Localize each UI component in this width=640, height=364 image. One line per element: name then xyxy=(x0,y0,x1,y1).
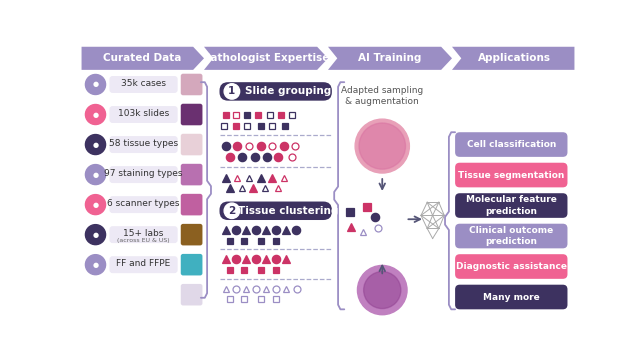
Text: Clinical outcome
prediction: Clinical outcome prediction xyxy=(469,226,554,246)
Text: 6 scanner types: 6 scanner types xyxy=(108,199,180,208)
Text: ●: ● xyxy=(92,202,99,207)
FancyBboxPatch shape xyxy=(180,134,202,155)
Polygon shape xyxy=(328,47,452,70)
Text: Adapted sampling
& augmentation: Adapted sampling & augmentation xyxy=(341,86,424,106)
FancyBboxPatch shape xyxy=(180,224,202,245)
Circle shape xyxy=(85,135,106,155)
Circle shape xyxy=(85,165,106,185)
Text: Curated Data: Curated Data xyxy=(103,53,181,63)
Text: 15+ labs: 15+ labs xyxy=(124,229,164,238)
FancyBboxPatch shape xyxy=(180,74,202,95)
Text: 58 tissue types: 58 tissue types xyxy=(109,139,178,148)
Text: FF and FFPE: FF and FFPE xyxy=(116,260,171,268)
Circle shape xyxy=(85,255,106,275)
Text: Many more: Many more xyxy=(483,293,540,301)
FancyBboxPatch shape xyxy=(180,194,202,215)
FancyBboxPatch shape xyxy=(220,202,332,220)
Text: 97 staining types: 97 staining types xyxy=(104,169,183,178)
Text: AI Training: AI Training xyxy=(358,53,422,63)
FancyBboxPatch shape xyxy=(180,254,202,276)
Circle shape xyxy=(85,75,106,95)
Text: Pathologist Expertise: Pathologist Expertise xyxy=(203,53,329,63)
Text: Tissue segmentation: Tissue segmentation xyxy=(458,171,564,179)
FancyBboxPatch shape xyxy=(180,284,202,305)
Text: ●: ● xyxy=(92,82,99,87)
Text: 2: 2 xyxy=(228,206,236,216)
FancyBboxPatch shape xyxy=(109,256,178,273)
Text: Diagnostic assistance: Diagnostic assistance xyxy=(456,262,567,271)
FancyBboxPatch shape xyxy=(109,136,178,153)
Text: ●: ● xyxy=(92,142,99,147)
Polygon shape xyxy=(204,47,328,70)
Circle shape xyxy=(355,119,410,173)
Text: Slide grouping: Slide grouping xyxy=(245,86,332,96)
FancyBboxPatch shape xyxy=(180,164,202,185)
Circle shape xyxy=(224,203,239,218)
FancyBboxPatch shape xyxy=(455,254,568,279)
Text: Tissue clustering: Tissue clustering xyxy=(238,206,339,216)
Text: (across EU & US): (across EU & US) xyxy=(117,238,170,242)
FancyBboxPatch shape xyxy=(180,104,202,125)
Polygon shape xyxy=(452,47,575,70)
Text: 1: 1 xyxy=(228,86,236,96)
Circle shape xyxy=(85,104,106,124)
Text: 103k slides: 103k slides xyxy=(118,109,169,118)
FancyBboxPatch shape xyxy=(455,163,568,187)
Text: Cell classification: Cell classification xyxy=(467,140,556,149)
Text: ●: ● xyxy=(92,262,99,268)
Text: ●: ● xyxy=(92,171,99,178)
FancyBboxPatch shape xyxy=(455,193,568,218)
Text: 35k cases: 35k cases xyxy=(121,79,166,88)
FancyBboxPatch shape xyxy=(109,196,178,213)
Text: Molecular feature
prediction: Molecular feature prediction xyxy=(466,195,557,215)
Circle shape xyxy=(358,265,407,315)
Polygon shape xyxy=(81,47,204,70)
Circle shape xyxy=(224,84,239,99)
Circle shape xyxy=(85,195,106,215)
Circle shape xyxy=(359,123,406,169)
FancyBboxPatch shape xyxy=(109,226,178,243)
FancyBboxPatch shape xyxy=(220,82,332,101)
FancyBboxPatch shape xyxy=(455,285,568,309)
FancyBboxPatch shape xyxy=(109,76,178,93)
Text: ●: ● xyxy=(92,111,99,118)
Circle shape xyxy=(364,272,401,309)
Text: Applications: Applications xyxy=(477,53,550,63)
Circle shape xyxy=(85,225,106,245)
FancyBboxPatch shape xyxy=(109,166,178,183)
FancyBboxPatch shape xyxy=(455,224,568,248)
FancyBboxPatch shape xyxy=(109,106,178,123)
FancyBboxPatch shape xyxy=(455,132,568,157)
Text: ●: ● xyxy=(92,232,99,238)
